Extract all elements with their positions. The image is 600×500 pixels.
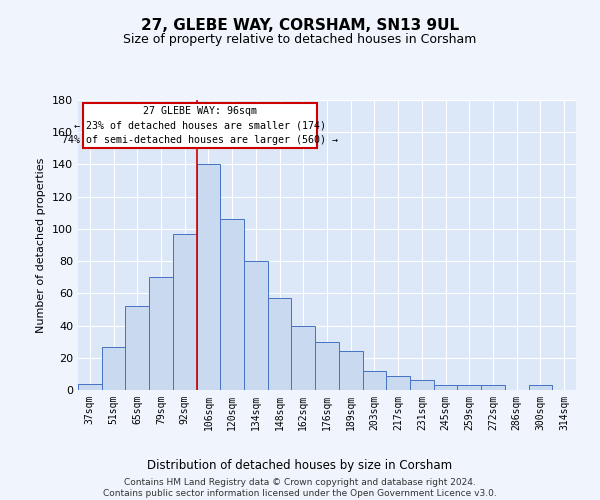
Text: Contains HM Land Registry data © Crown copyright and database right 2024.
Contai: Contains HM Land Registry data © Crown c…	[103, 478, 497, 498]
Bar	[292, 326, 315, 390]
Bar	[268, 298, 292, 390]
Bar	[197, 164, 220, 390]
Bar	[244, 261, 268, 390]
Bar	[125, 306, 149, 390]
Bar	[220, 219, 244, 390]
Bar	[78, 384, 102, 390]
Text: Distribution of detached houses by size in Corsham: Distribution of detached houses by size …	[148, 460, 452, 472]
Text: 27 GLEBE WAY: 96sqm
← 23% of detached houses are smaller (174)
74% of semi-detac: 27 GLEBE WAY: 96sqm ← 23% of detached ho…	[62, 106, 338, 145]
Bar	[386, 376, 410, 390]
Bar	[102, 346, 125, 390]
Text: Size of property relative to detached houses in Corsham: Size of property relative to detached ho…	[124, 32, 476, 46]
Bar	[149, 277, 173, 390]
Bar	[173, 234, 197, 390]
Bar	[315, 342, 339, 390]
Bar	[457, 385, 481, 390]
Text: 27, GLEBE WAY, CORSHAM, SN13 9UL: 27, GLEBE WAY, CORSHAM, SN13 9UL	[141, 18, 459, 32]
FancyBboxPatch shape	[83, 103, 317, 148]
Y-axis label: Number of detached properties: Number of detached properties	[37, 158, 46, 332]
Bar	[362, 370, 386, 390]
Bar	[481, 385, 505, 390]
Bar	[434, 385, 457, 390]
Bar	[410, 380, 434, 390]
Bar	[339, 352, 362, 390]
Bar	[529, 385, 552, 390]
